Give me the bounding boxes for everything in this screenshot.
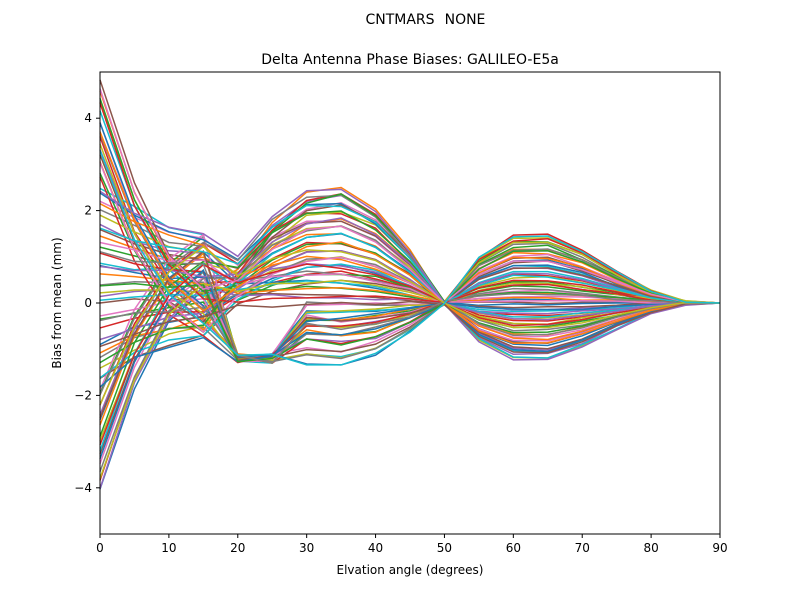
series-line-77: [99, 88, 721, 305]
chart-title: Delta Antenna Phase Biases: GALILEO-E5a: [261, 52, 559, 68]
series-line-67: [99, 162, 721, 334]
x-tick-label: 30: [299, 541, 314, 555]
y-tick-label: 2: [84, 204, 92, 218]
y-tick-label: −2: [74, 388, 92, 402]
series-layer: [99, 79, 721, 490]
y-tick-label: 4: [84, 111, 92, 125]
x-tick-label: 10: [161, 541, 176, 555]
series-line-80: [99, 150, 721, 366]
series-line-75: [99, 188, 721, 321]
suptitle-antenna: NONE: [445, 12, 486, 28]
series-line-68: [99, 300, 721, 363]
series-line-37: [99, 233, 721, 391]
y-tick-label: −4: [74, 481, 92, 495]
x-tick-label: 90: [712, 541, 727, 555]
series-line-69: [99, 241, 721, 479]
x-tick-label: 80: [643, 541, 658, 555]
x-tick-label: 40: [368, 541, 383, 555]
series-line-79: [99, 245, 721, 405]
y-tick-label: 0: [84, 296, 92, 310]
series-line-71: [99, 301, 721, 388]
x-tick-label: 20: [230, 541, 245, 555]
y-axis-label: Bias from mean (mm): [50, 237, 64, 368]
series-line-64: [99, 102, 721, 327]
series-line-76: [99, 300, 721, 354]
y-axis-ticks: −4 −2 0 2 4: [74, 111, 100, 495]
x-tick-label: 60: [506, 541, 521, 555]
suptitle-station: CNTMARS: [365, 12, 434, 28]
series-line-59: [99, 143, 721, 361]
x-axis-label: Elvation angle (degrees): [337, 563, 484, 577]
x-tick-label: 50: [437, 541, 452, 555]
series-line-60: [99, 232, 720, 318]
series-line-70: [99, 204, 720, 304]
series-line-61: [99, 268, 721, 459]
series-line-78: [99, 250, 721, 364]
x-tick-label: 70: [575, 541, 590, 555]
series-line-65: [99, 217, 721, 361]
x-axis-ticks: 0 10 20 30 40 50 60 70 80 90: [96, 534, 728, 555]
series-line-73: [99, 250, 720, 363]
x-tick-label: 0: [96, 541, 104, 555]
series-line-38: [99, 133, 721, 332]
series-line-58: [99, 194, 721, 396]
series-line-72: [99, 131, 721, 344]
